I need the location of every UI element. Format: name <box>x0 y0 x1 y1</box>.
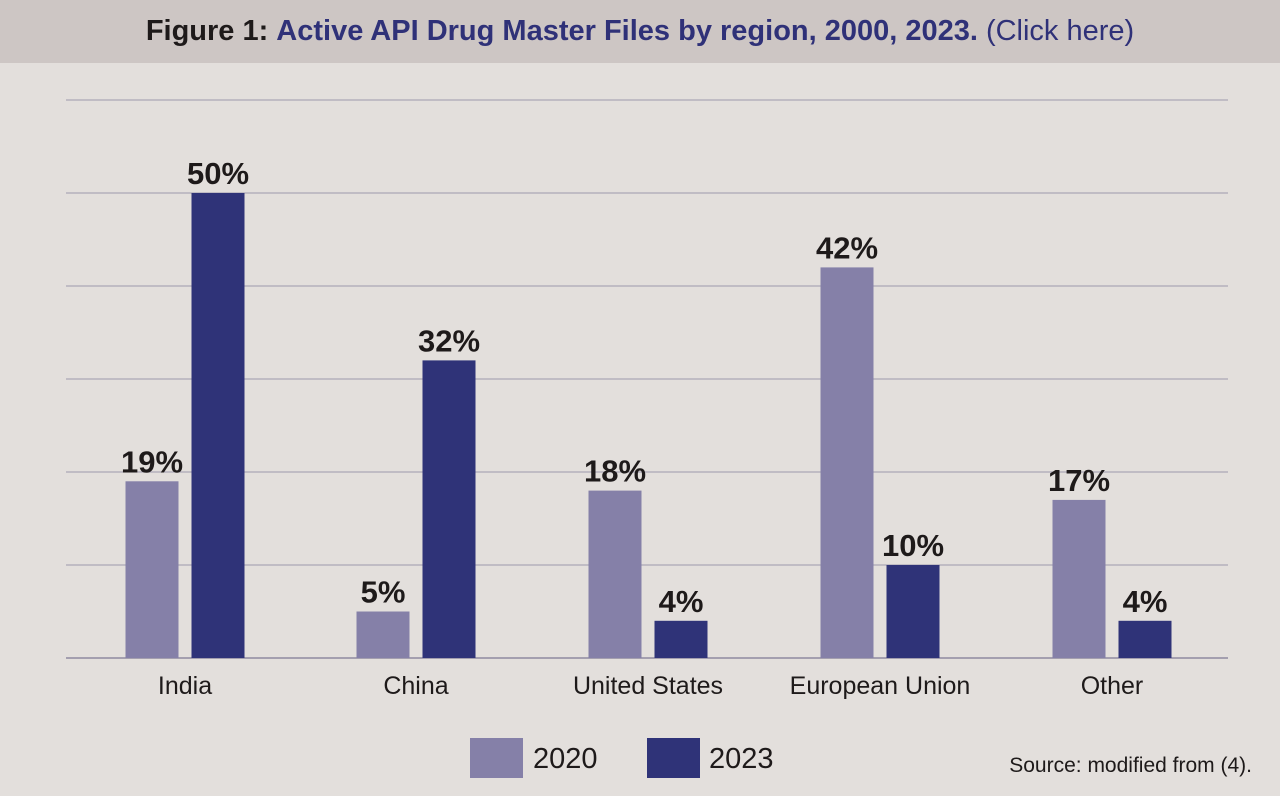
data-label: 42% <box>816 230 878 265</box>
x-tick-label: India <box>158 672 212 700</box>
bar-2020-china <box>356 611 410 658</box>
bar-2020-other <box>1052 499 1106 658</box>
figure-title-bar: Figure 1: Active API Drug Master Files b… <box>0 0 1280 63</box>
data-label: 17% <box>1048 463 1110 498</box>
legend-swatch <box>470 738 523 778</box>
data-label: 32% <box>418 323 480 358</box>
x-tick-label: China <box>383 672 448 700</box>
data-label: 18% <box>584 454 646 489</box>
source-note: Source: modified from (4). <box>1009 754 1252 777</box>
data-label: 4% <box>1123 584 1168 619</box>
data-label: 10% <box>882 528 944 563</box>
data-label: 19% <box>121 444 183 479</box>
bar-2023-china <box>422 360 476 658</box>
data-label: 4% <box>659 584 704 619</box>
legend-label: 2023 <box>709 743 774 775</box>
legend-label: 2020 <box>533 743 598 775</box>
bar-2020-united-states <box>588 490 642 658</box>
click-here-link[interactable]: (Click here) <box>985 15 1135 47</box>
legend-swatch <box>647 738 700 778</box>
bar-2023-other <box>1118 620 1172 658</box>
figure-label: Figure 1: <box>145 15 269 47</box>
bar-2023-european-union <box>886 565 940 658</box>
x-tick-label: European Union <box>790 672 971 700</box>
data-label: 5% <box>361 575 406 610</box>
figure-title: Active API Drug Master Files by region, … <box>276 15 978 47</box>
x-tick-label: Other <box>1081 672 1144 700</box>
data-label: 50% <box>187 156 249 191</box>
x-tick-label: United States <box>573 672 723 700</box>
bar-2020-european-union <box>820 267 874 658</box>
bar-2020-india <box>125 481 179 658</box>
bar-2023-india <box>191 193 245 658</box>
bar-2023-united-states <box>654 620 708 658</box>
